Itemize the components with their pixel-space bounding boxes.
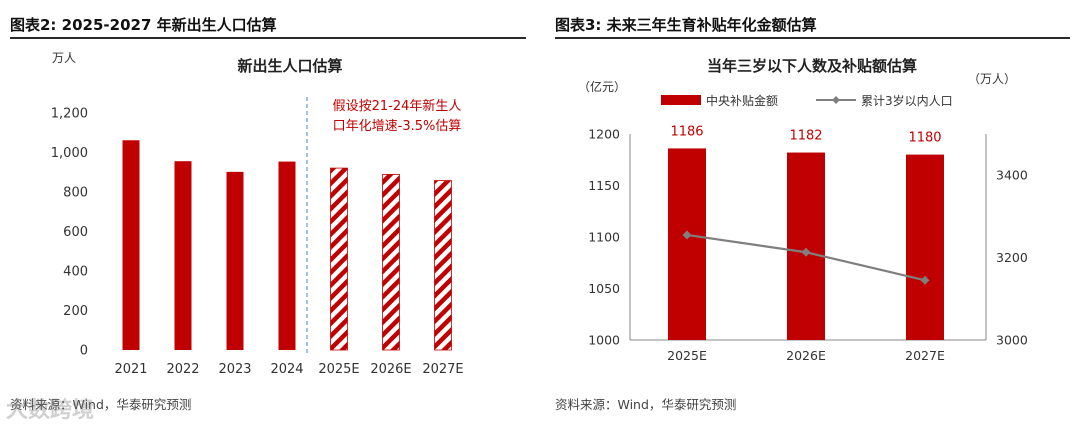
legend-line-label: 累计3岁以内人口 [861,93,953,108]
right-left-y-tick-label: 1150 [588,178,620,193]
right-right-axis-unit: （万人） [968,72,1016,86]
forecast-annotation-line2: 口年化增速-3.5%估算 [333,119,462,134]
subsidy-bar-value-label: 1186 [670,124,703,139]
population-point [920,275,930,285]
left-source: 资料来源：Wind，华泰研究预测 [10,397,192,412]
left-y-tick-label: 1,200 [51,107,88,122]
forecast-annotation-line1: 假设按21-24年新生人 [333,98,462,114]
left-x-tick-label: 2021 [114,362,147,377]
right-source: 资料来源：Wind，华泰研究预测 [555,397,737,412]
right-chart: 当年三岁以下人数及补贴额估算 （亿元） （万人） 中央补贴金额 累计3岁以内人口… [578,57,1028,363]
right-x-tick-label: 2025E [667,348,707,363]
right-x-tick-label: 2027E [905,348,945,363]
left-header-rule [10,37,526,39]
historical-bar [174,161,192,350]
historical-bar [278,161,296,350]
historical-bar [122,140,140,350]
left-chart: 新出生人口估算 万人 0 200 400 600 800 1,000 1,200 2021 2… [51,51,464,377]
left-y-tick-label: 800 [63,186,88,201]
subsidy-bar-value-label: 1182 [789,129,822,144]
legend-line-marker [832,96,840,104]
left-y-tick-label: 0 [80,344,88,359]
watermark-logo: 大数跨境 [6,398,95,423]
left-x-tick-label: 2024 [270,362,303,377]
forecast-bar [330,167,348,351]
right-panel-header: 图表3: 未来三年生育补贴年化金额估算 [555,16,817,34]
left-y-axis-unit: 万人 [52,51,76,65]
left-x-tick-label: 2022 [166,362,199,377]
left-x-tick-label: 2026E [370,362,411,377]
left-y-tick-label: 600 [63,225,88,240]
legend-bar-swatch [661,95,701,105]
left-panel-header: 图表2: 2025-2027 年新出生人口估算 [10,16,277,34]
right-left-y-tick-label: 1100 [588,230,620,245]
right-left-y-tick-label: 1200 [588,127,620,142]
population-point [801,247,811,257]
left-chart-title: 新出生人口估算 [237,57,342,75]
left-y-tick-label: 200 [63,304,88,319]
subsidy-bar [906,154,944,340]
right-left-y-tick-label: 1000 [588,333,620,348]
left-x-tick-label: 2023 [218,362,251,377]
forecast-bar [434,180,452,351]
forecast-bar [382,174,400,351]
right-right-y-tick-label: 3000 [996,333,1028,348]
legend-bar-label: 中央补贴金额 [706,93,778,108]
subsidy-bar [668,148,706,340]
right-right-y-tick-label: 3200 [996,250,1028,265]
historical-bar [226,171,244,350]
right-left-y-tick-label: 1050 [588,281,620,296]
right-right-y-tick-label: 3400 [996,168,1028,183]
left-y-tick-label: 1,000 [51,146,88,161]
right-left-axis-unit: （亿元） [578,79,626,94]
left-y-tick-label: 400 [63,265,88,280]
right-x-tick-label: 2026E [786,348,826,363]
right-header-rule [555,37,1070,39]
left-x-tick-label: 2027E [422,362,463,377]
subsidy-bar [787,152,825,340]
right-chart-title: 当年三岁以下人数及补贴额估算 [707,57,917,75]
left-x-tick-label: 2025E [318,362,359,377]
subsidy-bar-value-label: 1180 [908,131,941,146]
population-point [682,230,692,240]
